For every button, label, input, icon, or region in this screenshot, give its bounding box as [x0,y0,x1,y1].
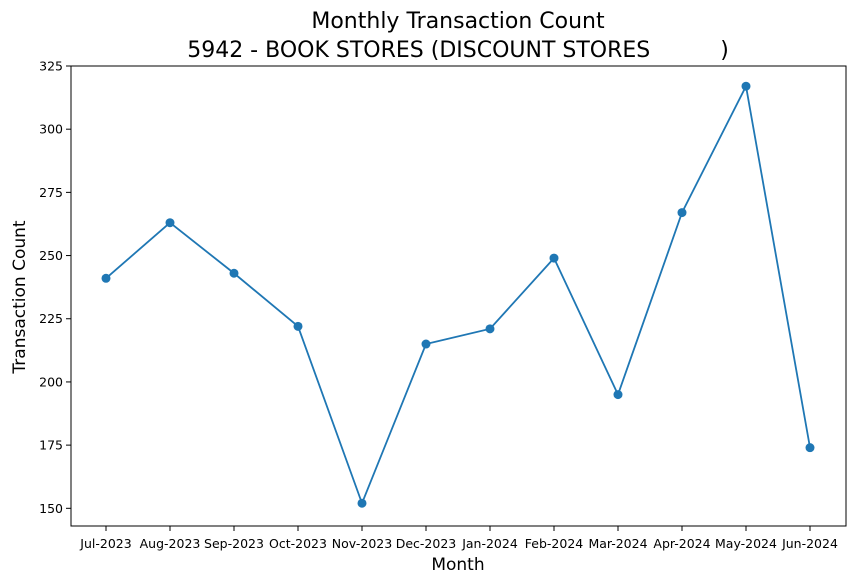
data-point [165,218,175,228]
chart-title: Monthly Transaction Count [311,9,605,34]
x-tick-label: Mar-2024 [588,536,647,551]
x-tick-label: Jul-2023 [79,536,131,551]
y-tick-label: 275 [39,185,63,200]
data-point [613,390,623,400]
y-tick-label: 300 [39,122,63,137]
data-point [101,273,111,283]
data-point [293,321,303,331]
x-tick-label: Dec-2023 [396,536,457,551]
data-point [549,253,559,263]
chart-subtitle: 5942 - BOOK STORES (DISCOUNT STORES ) [187,38,729,63]
x-tick-label: May-2024 [715,536,777,551]
x-tick-label: Sep-2023 [204,536,264,551]
data-point [357,498,367,508]
x-axis-label: Month [431,555,484,575]
y-tick-label: 200 [39,374,63,389]
y-tick-label: 225 [39,311,63,326]
data-point [421,339,431,349]
y-tick-label: 175 [39,438,63,453]
y-tick-label: 150 [39,501,63,516]
series-line [105,83,811,506]
x-tick-label: Feb-2024 [525,536,584,551]
x-tick-label: Aug-2023 [140,536,201,551]
data-point [485,324,495,334]
x-tick-label: Apr-2024 [653,536,710,551]
x-tick-label: Nov-2023 [332,536,392,551]
y-tick-label: 250 [39,248,63,263]
x-tick-label: Jan-2024 [461,536,518,551]
plot-area: 150 175 200 225 250 275 300 325 Jul-2023 Aug-2023… [39,59,847,551]
data-point [677,208,687,218]
y-axis-label: Transaction Count [10,220,30,374]
data-point [229,268,239,278]
data-point [805,443,815,453]
plot-frame [70,65,847,527]
data-point [741,81,751,91]
y-tick-label: 325 [39,59,63,74]
x-tick-label: Jun-2024 [781,536,838,551]
x-tick-label: Oct-2023 [269,536,327,551]
